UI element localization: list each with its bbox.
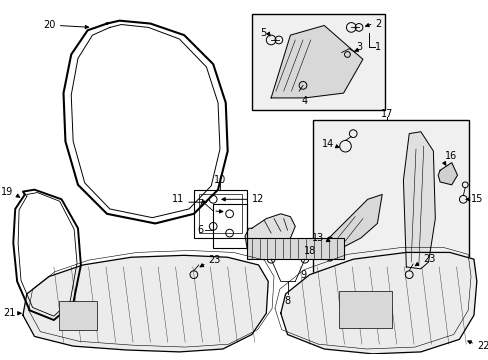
Bar: [246, 238, 343, 259]
Text: 12: 12: [251, 194, 264, 204]
Text: 20: 20: [43, 21, 56, 31]
Text: 22: 22: [476, 341, 488, 351]
Bar: [312, 120, 468, 275]
Text: 3: 3: [356, 42, 362, 52]
Polygon shape: [437, 163, 457, 185]
Polygon shape: [326, 194, 382, 249]
Text: 10: 10: [213, 175, 225, 185]
Bar: [213, 204, 246, 248]
Text: 13: 13: [311, 233, 324, 243]
Bar: [338, 291, 391, 328]
Text: 11: 11: [172, 194, 184, 204]
Polygon shape: [270, 26, 362, 98]
Text: 21: 21: [3, 308, 15, 318]
Text: 4: 4: [301, 96, 307, 106]
Bar: [251, 14, 385, 111]
Text: 8: 8: [284, 296, 290, 306]
Text: 16: 16: [444, 151, 456, 161]
Text: 14: 14: [321, 139, 333, 149]
Text: 9: 9: [300, 270, 305, 280]
Polygon shape: [244, 214, 295, 255]
Bar: [198, 194, 242, 233]
Bar: [59, 301, 97, 330]
Text: 19: 19: [1, 186, 13, 197]
Text: 5: 5: [260, 28, 266, 38]
Text: 2: 2: [375, 19, 381, 28]
Text: 23: 23: [208, 255, 220, 265]
Polygon shape: [403, 132, 434, 269]
Text: 7: 7: [197, 199, 203, 209]
Text: 23: 23: [422, 254, 434, 264]
Text: 6: 6: [197, 225, 203, 235]
Text: 1: 1: [375, 42, 381, 52]
Bar: [193, 190, 246, 238]
Text: 15: 15: [470, 194, 483, 204]
Text: 17: 17: [380, 109, 392, 119]
Polygon shape: [23, 255, 268, 352]
Polygon shape: [280, 252, 476, 354]
Text: 18: 18: [304, 247, 316, 256]
